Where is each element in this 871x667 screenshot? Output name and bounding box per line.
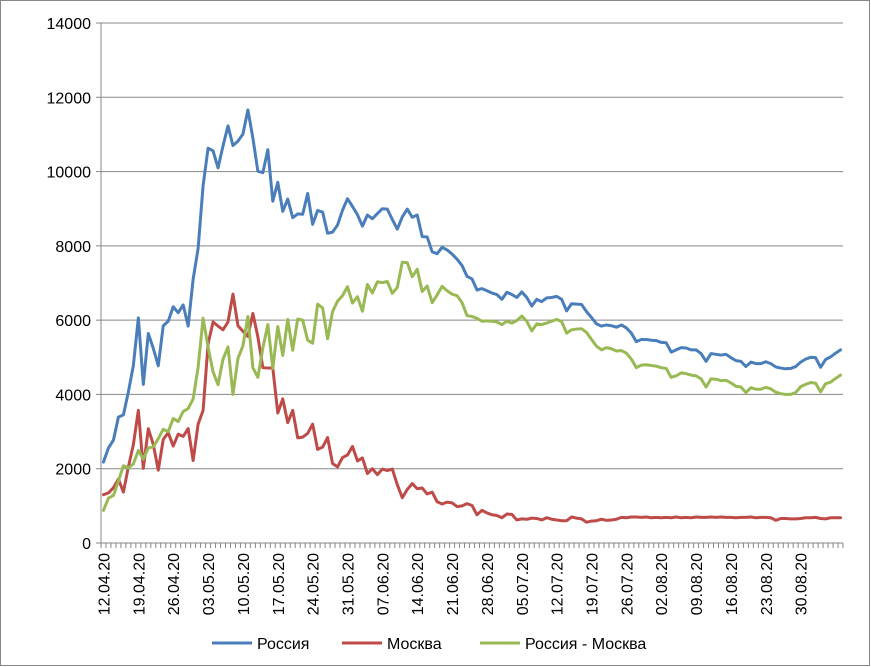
x-tick-label: 14.06.20 bbox=[410, 553, 427, 615]
x-tick-label: 28.06.20 bbox=[480, 553, 497, 615]
x-tick-label: 17.05.20 bbox=[271, 553, 288, 615]
gridlines bbox=[101, 22, 843, 470]
x-tick-label: 31.05.20 bbox=[341, 553, 358, 615]
y-tick-label: 12000 bbox=[47, 90, 92, 107]
x-tick-label: 07.06.20 bbox=[375, 553, 392, 615]
series-line-0 bbox=[101, 108, 843, 464]
y-tick-label: 6000 bbox=[55, 313, 91, 330]
y-tick-label: 2000 bbox=[55, 462, 91, 479]
x-tick-label: 26.04.20 bbox=[166, 553, 183, 615]
y-tick-label: 14000 bbox=[47, 16, 92, 33]
y-axis: 0 2000 4000 6000 8000 10000 12000 14000 bbox=[47, 16, 102, 553]
x-tick-label: 10.05.20 bbox=[236, 553, 253, 615]
x-tick-label: 05.07.20 bbox=[515, 553, 532, 615]
x-tick-label: 02.08.20 bbox=[654, 553, 671, 615]
series-lines bbox=[101, 108, 843, 524]
series-line-1 bbox=[101, 292, 843, 524]
x-tick-label: 09.08.20 bbox=[689, 553, 706, 615]
x-tick-label: 24.05.20 bbox=[306, 553, 323, 615]
x-tick-label: 12.07.20 bbox=[550, 553, 567, 615]
x-tick-label: 16.08.20 bbox=[724, 553, 741, 615]
y-tick-label: 4000 bbox=[55, 387, 91, 404]
x-tick-label: 30.08.20 bbox=[794, 553, 811, 615]
x-tick-label: 21.06.20 bbox=[445, 553, 462, 615]
legend-label-2: Россия - Москва bbox=[525, 636, 646, 653]
x-tick-label: 23.08.20 bbox=[759, 553, 776, 615]
y-tick-label: 0 bbox=[82, 536, 91, 553]
legend-label-1: Москва bbox=[387, 636, 442, 653]
y-tick-label: 8000 bbox=[55, 239, 91, 256]
x-tick-label: 19.04.20 bbox=[131, 553, 148, 615]
legend: Россия Москва Россия - Москва bbox=[212, 636, 646, 653]
x-tick-label: 19.07.20 bbox=[585, 553, 602, 615]
x-axis: 12.04.20 19.04.20 26.04.20 03.05.20 10.05.20… bbox=[96, 542, 844, 615]
legend-label-0: Россия bbox=[257, 636, 309, 653]
series-line-2 bbox=[101, 260, 843, 512]
x-tick-label: 12.04.20 bbox=[96, 553, 113, 615]
x-tick-label: 03.05.20 bbox=[201, 553, 218, 615]
y-tick-label: 10000 bbox=[47, 165, 92, 182]
x-tick-label: 26.07.20 bbox=[619, 553, 636, 615]
